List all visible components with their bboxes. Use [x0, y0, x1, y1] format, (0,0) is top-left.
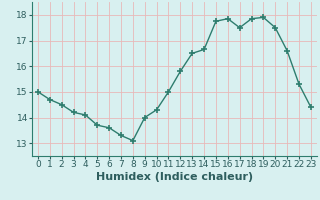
X-axis label: Humidex (Indice chaleur): Humidex (Indice chaleur)	[96, 172, 253, 182]
